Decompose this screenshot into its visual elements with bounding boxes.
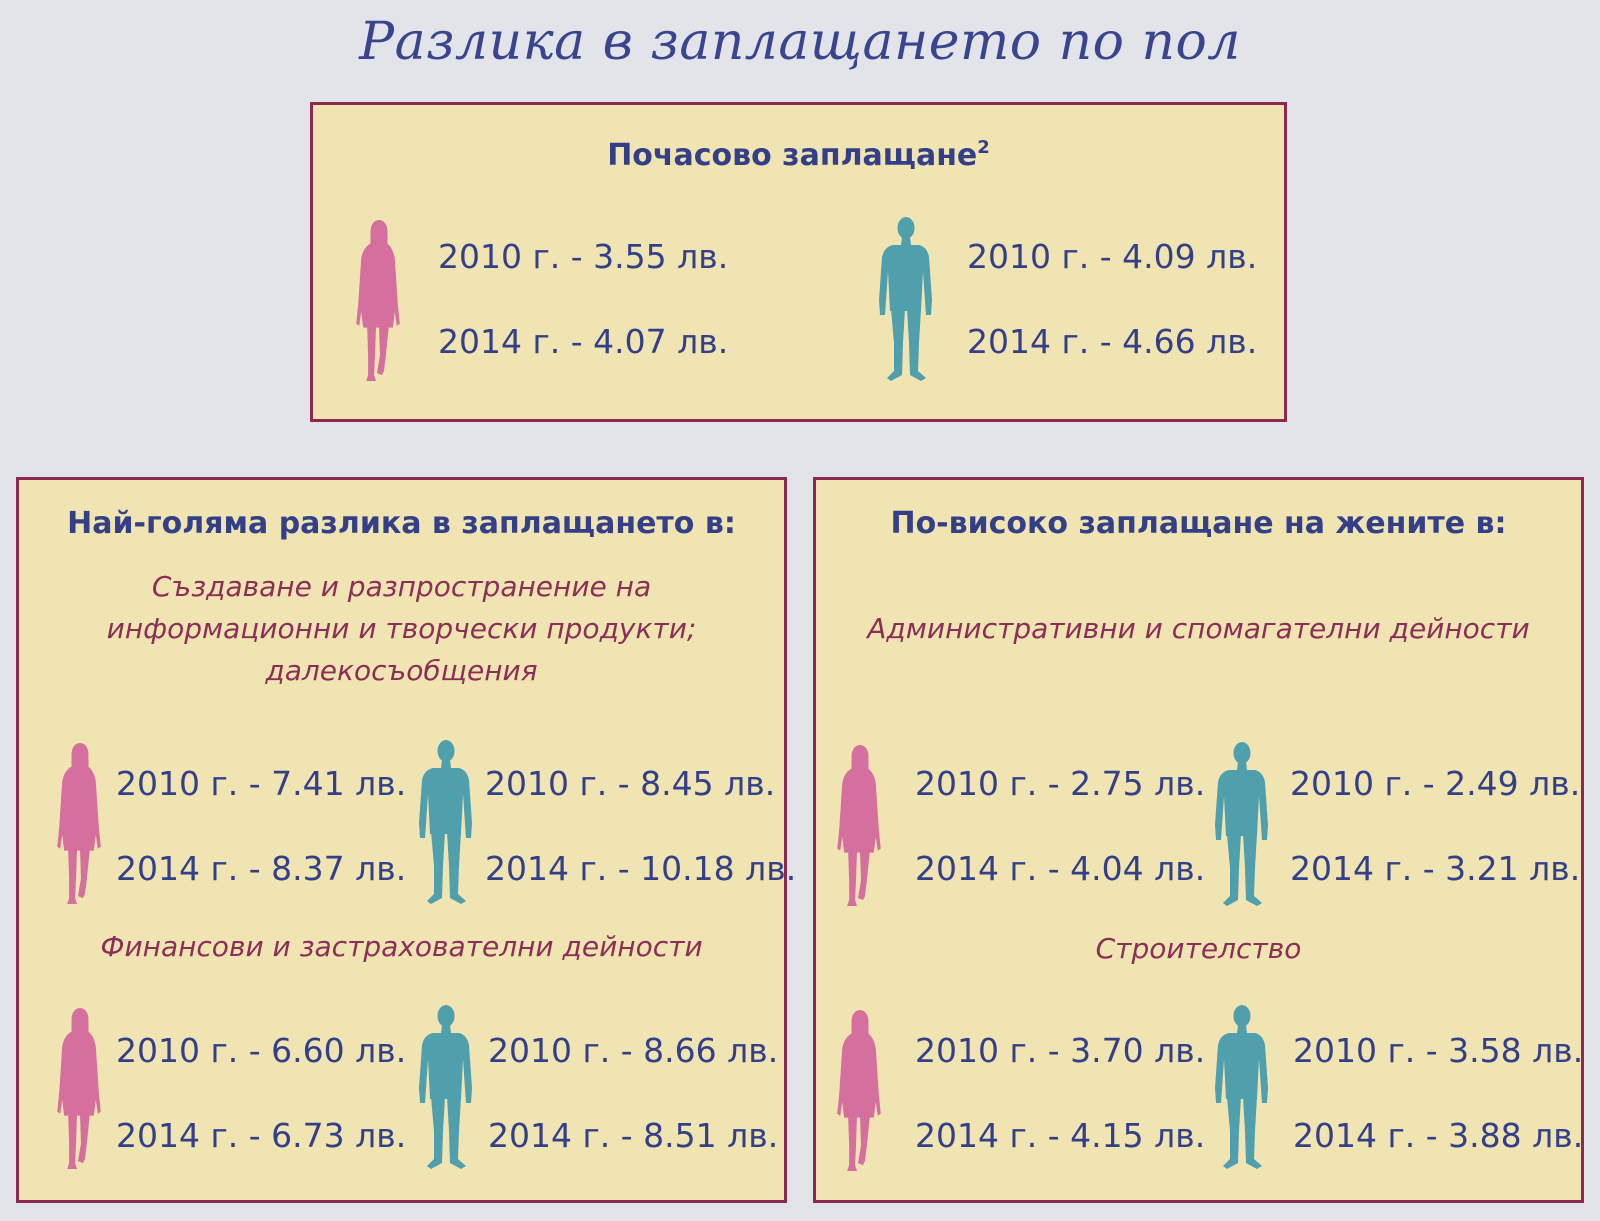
admin-female-2010: 2010 г. - 2.75 лв. [915, 764, 1206, 803]
finance-male-2010: 2010 г. - 8.66 лв. [488, 1031, 779, 1070]
sector-name-line: далекосъобщения [265, 654, 538, 687]
ict-male-2010: 2010 г. - 8.45 лв. [485, 764, 776, 803]
sector-name-ict: Създаване и разпространение на информаци… [19, 566, 784, 692]
admin-male-2014: 2014 г. - 3.21 лв. [1290, 849, 1581, 888]
infographic-title: Разлика в заплащането по пол [359, 12, 1241, 72]
sector-name-finance: Финансови и застрахователни дейности [19, 926, 784, 968]
women-higher-pay-panel: По-високо заплащане на жените в: Админис… [813, 477, 1584, 1203]
woman-silhouette-icon [353, 217, 403, 385]
ict-female-2014: 2014 г. - 8.37 лв. [116, 849, 407, 888]
hourly-pay-heading: Почасово заплащане2 [313, 137, 1284, 173]
sector-name-line: Административни и спомагателни дейности [867, 612, 1530, 645]
biggest-gap-heading: Най-голяма разлика в заплащането в: [67, 506, 736, 541]
finance-female-2014: 2014 г. - 6.73 лв. [116, 1116, 407, 1155]
women-higher-heading: По-високо заплащане на жените в: [890, 506, 1507, 541]
hourly-female-2014: 2014 г. - 4.07 лв. [438, 322, 729, 361]
woman-silhouette-icon [54, 1005, 104, 1173]
finance-male-2014: 2014 г. - 8.51 лв. [488, 1116, 779, 1155]
woman-silhouette-icon [54, 740, 104, 908]
footnote-marker: 2 [977, 137, 990, 158]
sector-name-line: Строителство [1095, 932, 1302, 965]
finance-female-2010: 2010 г. - 6.60 лв. [116, 1031, 407, 1070]
hourly-male-2010: 2010 г. - 4.09 лв. [967, 237, 1258, 276]
sector-name-line: Финансови и застрахователни дейности [100, 930, 703, 963]
sector-name-construction: Строителство [816, 928, 1581, 970]
construction-male-2014: 2014 г. - 3.88 лв. [1293, 1116, 1584, 1155]
sector-name-line: Създаване и разпространение на [151, 570, 652, 603]
construction-female-2014: 2014 г. - 4.15 лв. [915, 1116, 1206, 1155]
hourly-pay-heading-text: Почасово заплащане [607, 138, 978, 173]
woman-silhouette-icon [834, 1007, 884, 1175]
hourly-pay-panel: Почасово заплащане2 2010 г. - 3.55 лв. 2… [310, 102, 1287, 422]
sector-name-line: информационни и творчески продукти; [106, 612, 697, 645]
man-silhouette-icon [1211, 1003, 1271, 1173]
admin-male-2010: 2010 г. - 2.49 лв. [1290, 764, 1581, 803]
admin-female-2014: 2014 г. - 4.04 лв. [915, 849, 1206, 888]
construction-female-2010: 2010 г. - 3.70 лв. [915, 1031, 1206, 1070]
ict-male-2014: 2014 г. - 10.18 лв. [485, 849, 797, 888]
biggest-gap-panel: Най-голяма разлика в заплащането в: Създ… [16, 477, 796, 1203]
woman-silhouette-icon [834, 742, 884, 910]
man-silhouette-icon [415, 1003, 475, 1173]
man-silhouette-icon [1211, 740, 1271, 910]
man-silhouette-icon [875, 215, 935, 385]
hourly-male-2014: 2014 г. - 4.66 лв. [967, 322, 1258, 361]
hourly-female-2010: 2010 г. - 3.55 лв. [438, 237, 729, 276]
man-silhouette-icon [415, 738, 475, 908]
sector-name-admin: Административни и спомагателни дейности [816, 608, 1581, 650]
ict-female-2010: 2010 г. - 7.41 лв. [116, 764, 407, 803]
construction-male-2010: 2010 г. - 3.58 лв. [1293, 1031, 1584, 1070]
